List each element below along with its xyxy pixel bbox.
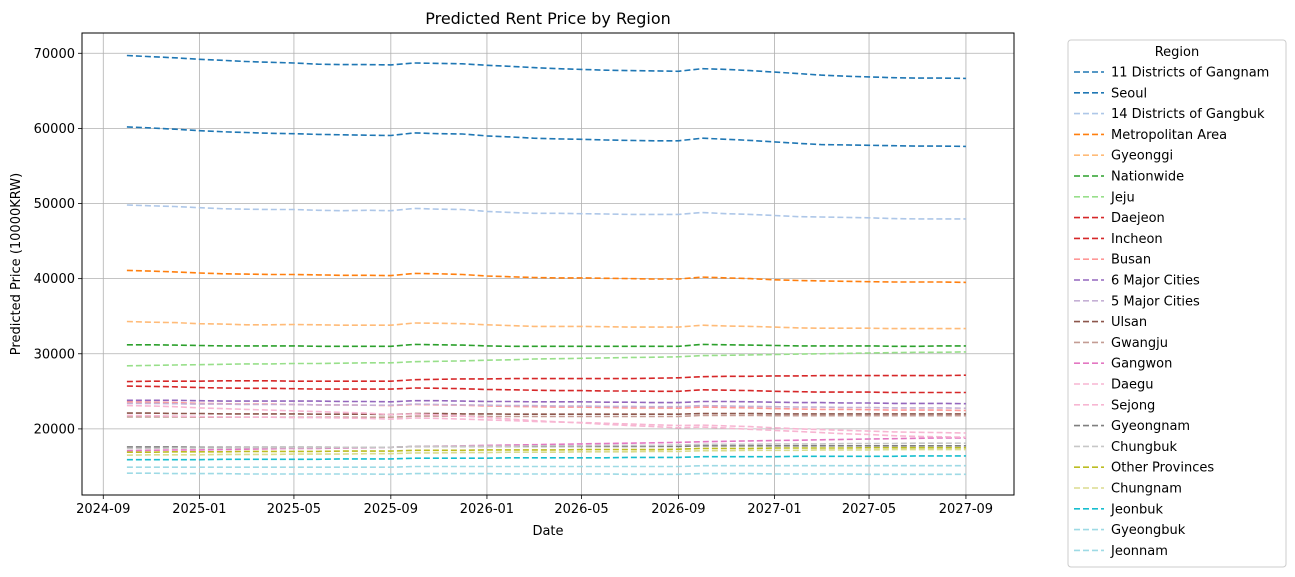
x-tick-label: 2027-05 [842,502,896,517]
x-tick-label: 2027-09 [939,502,993,517]
legend: Region 11 Districts of Gangnam Seoul 14 Di… [1067,39,1287,568]
series-line-gangwon [126,437,966,452]
legend-label-daegu: Daegu [1111,378,1153,393]
x-tick-label: 2025-01 [172,502,226,517]
series-line-6-major-cities [126,399,966,405]
grid [82,33,1014,495]
series-line-ulsan [126,412,966,416]
x-tick-label: 2026-09 [651,502,705,517]
legend-label-metropolitan-area: Metropolitan Area [1111,128,1227,143]
legend-label-nationwide: Nationwide [1111,170,1184,185]
series-line-jeju [126,351,966,367]
x-tick-label: 2027-01 [747,502,801,517]
legend-label-jeonnam: Jeonnam [1110,544,1168,559]
legend-label-gyeongbuk: Gyeongbuk [1111,523,1186,538]
series-line-other-provinces [126,446,966,454]
y-tick-label: 60000 [34,122,75,137]
series-line-11-districts-of-gangnam [126,54,966,80]
x-tick-label: 2025-09 [364,502,418,517]
legend-box [1067,39,1287,568]
y-tick-label: 50000 [34,197,75,212]
legend-label-6-major-cities: 6 Major Cities [1111,274,1200,289]
series-line-chungnam [126,448,966,456]
legend-label-incheon: Incheon [1111,232,1163,247]
legend-label-other-provinces: Other Provinces [1111,461,1214,476]
series-line-metropolitan-area [126,269,966,284]
y-tick-label: 70000 [34,47,75,62]
legend-label-busan: Busan [1111,253,1151,268]
legend-label-gwangju: Gwangju [1111,336,1168,351]
y-tick-label: 40000 [34,272,75,287]
series-line-daejeon [126,374,966,383]
plot-area-frame [81,32,1015,496]
series-line-incheon [126,385,966,394]
series-line-14-districts-of-gangbuk [126,204,966,220]
legend-label-daejeon: Daejeon [1111,211,1165,226]
series-line-gyeonggi [126,320,966,330]
series-line-jeonbuk [126,455,966,461]
legend-label-jeonbuk: Jeonbuk [1110,502,1164,517]
legend-label-chungbuk: Chungbuk [1111,440,1178,455]
y-axis-label: Predicted Price (10000KRW) [9,173,24,355]
legend-label-14-districts-of-gangbuk: 14 Districts of Gangbuk [1111,107,1265,122]
legend-label-jeju: Jeju [1110,190,1135,205]
legend-title: Region [1155,45,1200,60]
legend-label-gyeongnam: Gyeongnam [1111,419,1190,434]
series-line-jeonnam [126,472,966,476]
x-tick-label: 2025-05 [267,502,321,517]
legend-label-sejong: Sejong [1111,398,1155,413]
legend-label-11-districts-of-gangnam: 11 Districts of Gangnam [1111,66,1269,81]
legend-label-gyeonggi: Gyeonggi [1111,149,1173,164]
chart-title: Predicted Rent Price by Region [425,9,671,28]
x-tick-label: 2026-01 [460,502,514,517]
y-tick-label: 20000 [34,422,75,437]
series-line-chungbuk [126,442,966,450]
series-line-seoul [126,126,966,148]
axes: 2024-09 2025-01 2025-05 2025-09 2026-01 2026-… [34,47,993,517]
legend-label-ulsan: Ulsan [1111,315,1147,330]
legend-label-seoul: Seoul [1111,86,1147,101]
x-axis-label: Date [532,524,563,539]
series-lines [126,54,966,476]
series-line-gyeongbuk [126,464,966,469]
x-tick-label: 2026-05 [554,502,608,517]
x-tick-label: 2024-09 [76,502,130,517]
legend-label-5-major-cities: 5 Major Cities [1111,294,1200,309]
series-line-5-major-cities [126,402,966,409]
series-line-sejong [126,414,966,434]
series-line-nationwide [126,343,966,348]
y-tick-label: 30000 [34,347,75,362]
legend-label-chungnam: Chungnam [1111,482,1182,497]
legend-label-gangwon: Gangwon [1111,357,1172,372]
